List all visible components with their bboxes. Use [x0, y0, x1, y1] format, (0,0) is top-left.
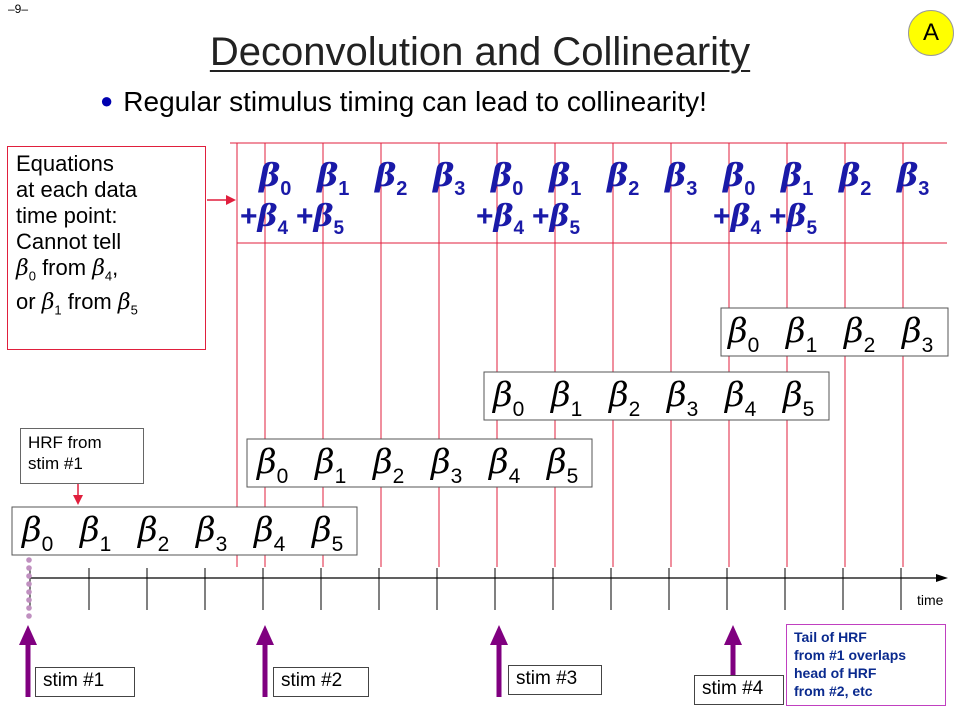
equation-row: β0 β1 β2 β3 β0 β1 β2 β3 β0 β1 β2 β3+β4 +β5 +β4 +β5 +β4 +… [73, 156, 929, 505]
equation-beta-label: β2 [606, 156, 639, 200]
dotted-marker [26, 573, 32, 579]
bullet-dot-icon: ● [100, 88, 114, 113]
page-number: –9– [8, 2, 29, 16]
hrf-label-line: stim #1 [28, 454, 83, 473]
dotted-marker [26, 597, 32, 603]
dotted-marker [26, 557, 32, 563]
equation-beta-label: β3 [896, 156, 929, 200]
hrf-beta-label: β2 [136, 510, 169, 556]
arrow-up-icon [724, 625, 742, 645]
time-axis-label: time [917, 592, 944, 608]
stim-label: stim #1 [35, 667, 135, 697]
tail-note-line: Tail of HRF [794, 629, 867, 645]
arrow-up-icon [19, 625, 37, 645]
dotted-marker [26, 589, 32, 595]
equation-beta-label: β2 [838, 156, 871, 200]
equations-line: Cannot tell [16, 229, 122, 254]
hrf-beta-label: β0 [491, 375, 524, 421]
bullet-text: Regular stimulus timing can lead to coll… [123, 86, 707, 117]
equation-plus-term: +β5 [296, 199, 344, 239]
equations-line: or β1 from β5 [16, 289, 138, 318]
time-axis [26, 557, 948, 619]
tail-note-line: head of HRF [794, 665, 877, 681]
hrf-label-box: HRF from stim #1 [20, 428, 144, 484]
arrow-up-icon [256, 625, 274, 645]
arrow-up-icon [490, 625, 508, 645]
equation-beta-label: β0 [258, 156, 291, 200]
hrf-beta-label: β3 [429, 442, 462, 488]
arrow-right-icon [226, 195, 236, 205]
hrf-beta-label: β4 [723, 375, 757, 421]
hrf-row: β0 β1 β2 β3 β4 β5 [483, 371, 830, 421]
equation-plus-term: +β4 [240, 199, 288, 239]
dotted-marker [26, 581, 32, 587]
equations-box: Equations at each data time point: Canno… [7, 146, 206, 350]
equation-beta-label: β0 [490, 156, 523, 200]
equation-plus-term: +β5 [532, 199, 580, 239]
arrow-down-icon [73, 495, 83, 505]
tail-note-line: from #1 overlaps [794, 647, 907, 663]
hrf-beta-label: β3 [900, 311, 933, 357]
equation-beta-label: β0 [722, 156, 755, 200]
dotted-marker [26, 565, 32, 571]
equation-beta-label: β1 [780, 156, 813, 200]
equation-beta-label: β3 [432, 156, 465, 200]
hrf-row: β0 β1 β2 β3 β4 β5 [246, 438, 593, 488]
hrf-row-box [11, 506, 358, 556]
equation-plus-term: +β5 [769, 199, 817, 239]
tail-note-line: from #2, etc [794, 683, 873, 699]
hrf-beta-label: β0 [255, 442, 288, 488]
dotted-marker [26, 605, 32, 611]
stim-label: stim #4 [694, 675, 784, 705]
hrf-beta-label: β1 [78, 510, 111, 556]
equation-beta-label: β1 [548, 156, 581, 200]
hrf-beta-label: β1 [549, 375, 582, 421]
hrf-rows: β0 β1 β2 β3 β4 β5 β0 β1 β2 β3 β4 β5 β0 β1 β2 β3 β4 β5 β0 β1… [11, 307, 949, 556]
arrow-right-icon [936, 574, 948, 582]
hrf-beta-label: β0 [726, 311, 759, 357]
hrf-row: β0 β1 β2 β3 β4 β5 [11, 506, 358, 556]
hrf-beta-label: β5 [781, 375, 814, 421]
equations-line: at each data [16, 177, 138, 202]
hrf-row-box [246, 438, 593, 488]
bullet-point: ● Regular stimulus timing can lead to col… [100, 86, 707, 118]
equation-beta-label: β3 [664, 156, 697, 200]
stim-label: stim #3 [508, 665, 602, 695]
equation-beta-label: β2 [374, 156, 407, 200]
hrf-beta-label: β1 [784, 311, 817, 357]
equations-line: time point: [16, 203, 118, 228]
equation-plus-term: +β4 [713, 199, 761, 239]
hrf-beta-label: β2 [607, 375, 640, 421]
dotted-marker [26, 613, 32, 619]
hrf-beta-label: β4 [487, 442, 521, 488]
hrf-beta-label: β3 [665, 375, 698, 421]
equations-line: Equations [16, 151, 114, 176]
hrf-beta-label: β5 [545, 442, 578, 488]
stim-label: stim #2 [273, 667, 369, 697]
equation-plus-term: +β4 [476, 199, 524, 239]
hrf-beta-label: β4 [252, 510, 286, 556]
equation-beta-label: β1 [316, 156, 349, 200]
hrf-row-box [483, 371, 830, 421]
hrf-row-box [720, 307, 949, 357]
section-badge: A [908, 10, 954, 56]
hrf-beta-label: β2 [842, 311, 875, 357]
hrf-beta-label: β0 [20, 510, 53, 556]
hrf-row: β0 β1 β2 β3 [720, 307, 949, 357]
equations-line: β0 from β4, [16, 255, 119, 284]
slide-title: Deconvolution and Collinearity [209, 30, 751, 74]
hrf-beta-label: β3 [194, 510, 227, 556]
tail-note-box: Tail of HRF from #1 overlaps head of HRF… [786, 624, 946, 706]
hrf-label-line: HRF from [28, 433, 102, 452]
hrf-beta-label: β5 [310, 510, 343, 556]
hrf-beta-label: β1 [313, 442, 346, 488]
hrf-beta-label: β2 [371, 442, 404, 488]
